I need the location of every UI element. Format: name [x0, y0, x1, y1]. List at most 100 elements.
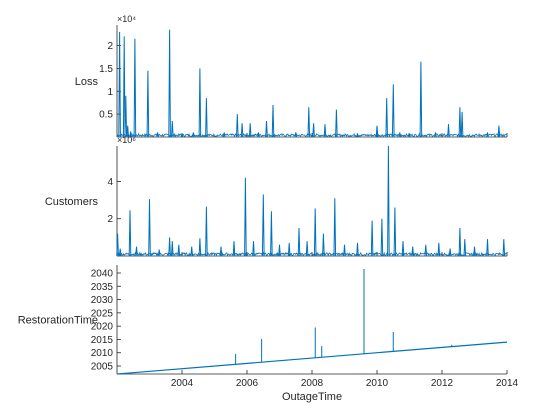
data-spike — [458, 107, 462, 138]
data-spike — [129, 131, 132, 138]
data-spike — [116, 233, 119, 257]
data-spike — [248, 123, 252, 138]
data-spike — [380, 218, 384, 257]
data-spike — [393, 207, 397, 257]
data-spike — [270, 211, 273, 257]
data-spike — [294, 132, 298, 138]
y-tick-label: 0.5 — [99, 110, 113, 121]
data-spike — [118, 31, 121, 138]
data-spike — [222, 132, 226, 138]
data-spike — [333, 198, 337, 257]
data-spike — [265, 120, 268, 138]
data-spike — [424, 244, 428, 257]
data-spike — [236, 114, 239, 138]
data-spike — [335, 109, 338, 138]
data-spike — [128, 210, 132, 257]
data-spike — [180, 133, 184, 138]
data-spike — [434, 132, 437, 138]
data-spike — [313, 208, 317, 257]
data-spike — [219, 246, 223, 257]
data-baseline-series — [116, 132, 508, 138]
x-tick-label: 2008 — [301, 378, 324, 389]
y-tick-label: 2030 — [91, 295, 114, 306]
y-axis-label: Customers — [45, 196, 99, 208]
x-tick-label: 2012 — [431, 378, 454, 389]
data-spike — [343, 244, 346, 257]
y-tick-label: 2010 — [91, 348, 114, 359]
y-tick-label: 2020 — [91, 322, 114, 333]
data-spike — [124, 95, 128, 138]
data-spike — [244, 177, 247, 257]
data-spike — [287, 242, 291, 257]
data-spike — [122, 36, 126, 138]
data-spike — [177, 244, 181, 257]
axis-exponent-label: ×10⁴ — [117, 14, 136, 24]
data-spike — [387, 145, 390, 257]
data-spike — [411, 246, 414, 257]
data-spike — [198, 238, 202, 257]
data-spike — [463, 239, 467, 257]
axis-exponent-label: ×10⁶ — [117, 135, 136, 145]
data-spike — [240, 123, 244, 138]
data-spike — [171, 241, 174, 257]
data-spike — [198, 68, 202, 138]
data-spike — [257, 132, 260, 138]
data-spike — [271, 104, 275, 138]
x-tick-label: 2010 — [366, 378, 389, 389]
data-spike — [168, 29, 171, 138]
data-spike — [448, 248, 452, 257]
data-baseline-series — [116, 251, 508, 257]
data-spike — [118, 248, 122, 257]
y-axis-label: RestorationTime — [18, 315, 98, 327]
data-spike — [437, 242, 441, 257]
data-spike — [261, 194, 265, 257]
data-spike — [148, 199, 151, 257]
y-tick-label: 2025 — [91, 308, 114, 319]
data-spike — [356, 133, 359, 138]
x-tick-label: 2004 — [171, 378, 194, 389]
data-spike — [408, 133, 411, 138]
y-tick-label: 2040 — [91, 268, 114, 279]
data-spike — [370, 220, 374, 257]
data-spike — [205, 98, 208, 138]
data-spike — [232, 241, 236, 257]
data-spike — [168, 237, 171, 257]
data-spike — [133, 38, 137, 138]
data-spike — [447, 124, 450, 138]
data-spike — [401, 241, 405, 257]
data-spike — [135, 246, 138, 257]
x-tick-label: 2006 — [236, 378, 259, 389]
data-spike — [126, 125, 129, 138]
data-spike — [297, 227, 301, 257]
data-spike — [398, 132, 402, 138]
y-tick-label: 1 — [107, 87, 113, 98]
y-tick-label: 2 — [107, 41, 113, 52]
y-tick-label: 4 — [107, 177, 113, 188]
y-tick-label: 1.5 — [99, 64, 113, 75]
data-spike — [419, 61, 423, 138]
restoration-trend-line — [116, 341, 508, 375]
data-spike — [473, 246, 476, 257]
data-spike — [497, 125, 501, 138]
data-spike — [322, 233, 325, 257]
data-spike — [157, 249, 161, 257]
data-spike — [192, 132, 195, 138]
data-spike — [146, 70, 150, 138]
data-spike — [385, 98, 388, 138]
data-spike — [460, 111, 464, 138]
data-spike — [323, 124, 327, 138]
data-spike — [486, 132, 489, 138]
data-spike — [156, 132, 159, 138]
data-spike — [278, 244, 281, 257]
data-spike — [305, 241, 309, 257]
data-spike — [391, 84, 395, 138]
x-axis-label: OutageTime — [282, 391, 342, 403]
data-spike — [486, 239, 489, 257]
data-spike — [171, 120, 174, 138]
y-tick-label: 2015 — [91, 335, 114, 346]
data-spike — [312, 123, 315, 138]
data-spike — [356, 242, 359, 257]
y-tick-label: 2005 — [91, 362, 114, 373]
y-axis-label: Loss — [75, 76, 99, 88]
